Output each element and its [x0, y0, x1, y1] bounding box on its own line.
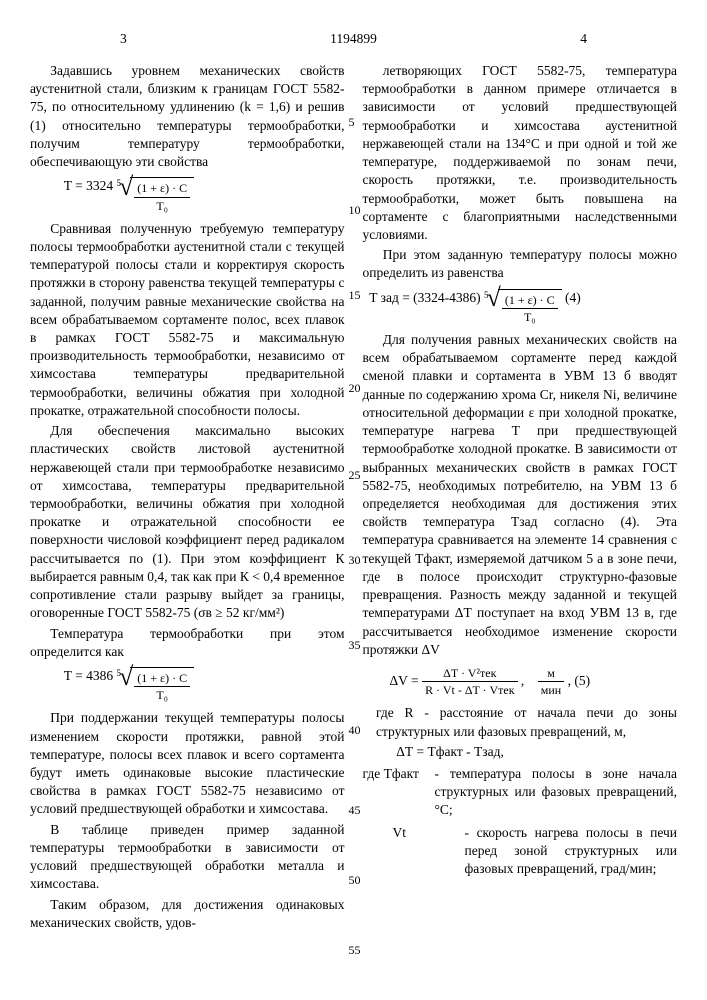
numerator: (1 + ε) · C: [502, 292, 558, 309]
unit-denominator: мин: [538, 682, 564, 698]
paragraph: Температура термообработки при этом опре…: [30, 625, 345, 661]
page-num-left: 3: [120, 30, 127, 48]
formula-1: T = 3324 5√ (1 + ε) · C T₀: [64, 177, 345, 213]
line-number: 5: [349, 114, 355, 130]
left-column: Задавшись уровнем механических свойств а…: [30, 62, 345, 934]
where-symbol: где Тфакт: [363, 765, 435, 820]
formula-coef: T = 3324: [64, 178, 113, 193]
paragraph: При этом заданную температуру полосы мож…: [363, 246, 678, 282]
unit-numerator: м: [538, 665, 564, 682]
numerator: (1 + ε) · C: [134, 180, 190, 197]
line-number: 25: [349, 467, 361, 483]
numerator: ΔT · V²тек: [422, 665, 517, 682]
formula-4: T зад = (3324-4386) 5√ (1 + ε) · C T₀ (4…: [369, 289, 677, 325]
equation-number: (4): [565, 290, 581, 305]
where-row: Vt - скорость нагрева полосы в печи пере…: [363, 824, 678, 879]
numerator: (1 + ε) · C: [134, 670, 190, 687]
line-number: 50: [349, 872, 361, 888]
denominator: T₀: [502, 309, 558, 325]
page-header: 3 1194899 4: [30, 30, 677, 50]
paragraph: летворяющих ГОСТ 5582-75, температура те…: [363, 62, 678, 244]
where-def: - скорость нагрева полосы в печи перед з…: [465, 824, 678, 879]
document-number: 1194899: [330, 30, 377, 48]
where-clause-R: где R - расстояние от начала печи до зон…: [376, 704, 677, 740]
equation-number: (5): [574, 673, 590, 688]
right-column: 5 10 15 20 25 30 35 40 45 50 55 летворяю…: [363, 62, 678, 934]
paragraph: Для обеспечения максимально высоких плас…: [30, 422, 345, 622]
line-number: 10: [349, 202, 361, 218]
paragraph: Таким образом, для достижения одинаковых…: [30, 896, 345, 932]
denominator: T₀: [134, 198, 190, 214]
line-number: 30: [349, 552, 361, 568]
line-number: 35: [349, 637, 361, 653]
formula-coef: T = 4386: [64, 668, 113, 683]
where-row: где Тфакт - температура полосы в зоне на…: [363, 765, 678, 820]
line-number: 15: [349, 287, 361, 303]
where-clause-dT: ΔТ = Тфакт - Тзад,: [396, 743, 677, 761]
line-number: 45: [349, 802, 361, 818]
line-number: 55: [349, 942, 361, 958]
paragraph: Для получения равных механических свойст…: [363, 331, 678, 659]
line-number: 40: [349, 722, 361, 738]
formula-2: T = 4386 5√ (1 + ε) · C T₀: [64, 667, 345, 703]
paragraph: Задавшись уровнем механических свойств а…: [30, 62, 345, 171]
line-number: 20: [349, 380, 361, 396]
page-num-right: 4: [580, 30, 587, 48]
paragraph: Сравнивая полученную требуемую температу…: [30, 220, 345, 420]
formula-coef: T зад = (3324-4386): [369, 290, 480, 305]
denominator: T₀: [134, 687, 190, 703]
paragraph: В таблице приведен пример заданной темпе…: [30, 821, 345, 894]
paragraph: При поддержании текущей температуры поло…: [30, 709, 345, 818]
where-def: - температура полосы в зоне начала струк…: [435, 765, 678, 820]
formula-5: ΔV = ΔT · V²тек R · Vt - ΔT · Vтек , м м…: [390, 665, 678, 698]
two-column-layout: Задавшись уровнем механических свойств а…: [30, 62, 677, 934]
denominator: R · Vt - ΔT · Vтек: [422, 682, 517, 698]
where-symbol: Vt: [363, 824, 465, 879]
formula-lhs: ΔV =: [390, 673, 419, 688]
